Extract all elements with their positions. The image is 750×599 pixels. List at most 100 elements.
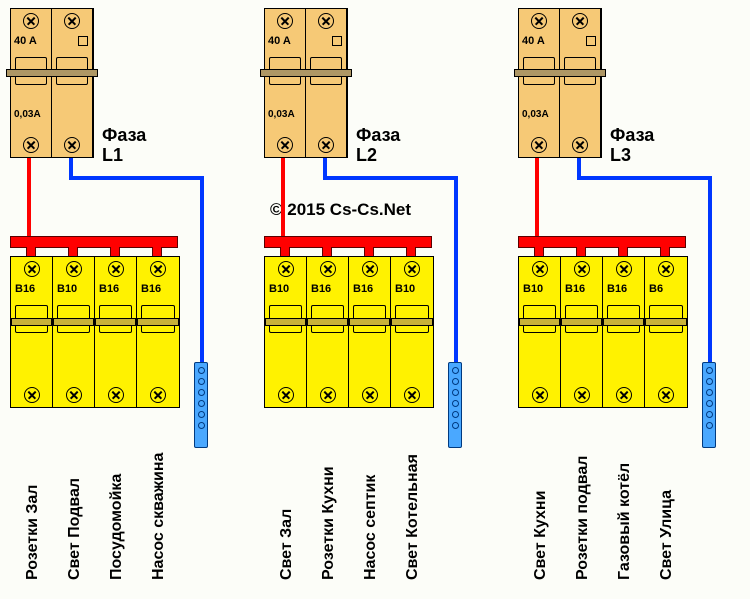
rcd-device: 40 A 0,03A	[264, 8, 348, 158]
phase-group-l2: 40 A 0,03A Фаза L2	[264, 8, 498, 588]
terminal-icon	[616, 387, 632, 403]
terminal-icon	[572, 137, 588, 153]
terminal-icon	[320, 387, 336, 403]
breaker-switch	[649, 305, 683, 333]
terminal-icon	[277, 137, 293, 153]
breaker-switch	[353, 305, 386, 333]
circuit-label: Розетки Кухни	[320, 420, 338, 580]
terminal-icon	[277, 13, 293, 29]
circuit-breaker: B16	[603, 257, 645, 407]
terminal-icon	[150, 387, 166, 403]
rcd-device: 40 A 0,03A	[10, 8, 94, 158]
breaker-rating: B10	[57, 283, 77, 295]
neutral-wire	[454, 176, 458, 364]
circuit-breaker: B10	[391, 257, 433, 407]
breaker-rating: B16	[15, 283, 35, 295]
rcd-test-button	[78, 36, 88, 46]
terminal-icon	[404, 387, 420, 403]
terminal-icon	[572, 13, 588, 29]
breaker-switch	[565, 305, 598, 333]
circuit-breaker: B10	[519, 257, 561, 407]
breaker-rating: B6	[649, 283, 663, 295]
circuit-label: Розетки подвал	[574, 420, 592, 580]
neutral-terminal-block	[702, 362, 716, 448]
breaker-rating: B16	[607, 283, 627, 295]
terminal-icon	[108, 261, 124, 277]
terminal-icon	[278, 387, 294, 403]
terminal-icon	[658, 261, 674, 277]
breaker-rating: B10	[523, 283, 543, 295]
rcd-handle	[6, 69, 98, 77]
terminal-icon	[616, 261, 632, 277]
terminal-icon	[66, 387, 82, 403]
circuit-label: Посудомойка	[108, 420, 126, 580]
phase-group-l3: 40 A 0,03A Фаза L3	[518, 8, 750, 588]
terminal-icon	[532, 261, 548, 277]
neutral-terminal-block	[194, 362, 208, 448]
breaker-switch	[99, 305, 132, 333]
terminal-icon	[574, 387, 590, 403]
comb-busbar	[264, 236, 432, 248]
neutral-wire	[577, 176, 712, 180]
rcd-handle	[260, 69, 352, 77]
neutral-wire	[323, 158, 327, 178]
breaker-rating: B16	[99, 283, 119, 295]
terminal-icon	[64, 137, 80, 153]
circuit-label: Свет Котельная	[404, 420, 422, 580]
circuit-label: Насос скважина	[150, 420, 168, 580]
terminal-icon	[278, 261, 294, 277]
breaker-switch	[523, 305, 556, 333]
neutral-wire	[69, 176, 204, 180]
circuit-labels: Свет Кухни Розетки подвал Газовый котёл …	[518, 420, 686, 590]
live-wire	[535, 158, 539, 238]
breaker-rating: B16	[311, 283, 331, 295]
circuit-label: Свет Подвал	[66, 420, 84, 580]
live-wire	[27, 158, 31, 238]
breaker-rating: B16	[141, 283, 161, 295]
circuit-breaker: B16	[11, 257, 53, 407]
breaker-switch	[15, 305, 48, 333]
breaker-rating: B10	[269, 283, 289, 295]
circuit-breaker: B16	[349, 257, 391, 407]
circuit-breaker: B16	[561, 257, 603, 407]
terminal-icon	[108, 387, 124, 403]
phase-group-l1: 40 A 0,03A Фаза L1	[10, 8, 244, 588]
circuit-breaker: B16	[137, 257, 179, 407]
terminal-icon	[531, 137, 547, 153]
rcd-rating: 40 A	[268, 35, 291, 47]
terminal-icon	[318, 137, 334, 153]
terminal-icon	[362, 261, 378, 277]
neutral-wire	[577, 158, 581, 178]
terminal-icon	[64, 13, 80, 29]
breaker-switch	[141, 305, 175, 333]
circuit-label: Насос септик	[362, 420, 380, 580]
terminal-icon	[404, 261, 420, 277]
circuit-breaker: B16	[307, 257, 349, 407]
comb-busbar	[10, 236, 178, 248]
circuit-label: Свет Кухни	[532, 420, 550, 580]
wiring-diagram: © 2015 Cs-Cs.Net 40 A 0,03A Фаза L1	[0, 0, 750, 599]
rcd-test-button	[586, 36, 596, 46]
rcd-trip-current: 0,03A	[14, 109, 41, 120]
phase-label: Фаза L3	[610, 126, 654, 166]
circuit-label: Газовый котёл	[616, 420, 634, 580]
circuit-label: Свет Улица	[658, 420, 676, 580]
rcd-rating: 40 A	[14, 35, 37, 47]
neutral-terminal-block	[448, 362, 462, 448]
terminal-icon	[318, 13, 334, 29]
breaker-rating: B16	[353, 283, 373, 295]
terminal-icon	[23, 137, 39, 153]
breaker-row: B10 B16 B16 B6	[518, 256, 688, 408]
breaker-row: B10 B16 B16 B10	[264, 256, 434, 408]
live-wire	[281, 158, 285, 238]
neutral-wire	[323, 176, 458, 180]
circuit-breaker: B16	[95, 257, 137, 407]
circuit-labels: Розетки Зал Свет Подвал Посудомойка Насо…	[10, 420, 178, 590]
phase-label: Фаза L2	[356, 126, 400, 166]
terminal-icon	[362, 387, 378, 403]
circuit-label: Свет Зал	[278, 420, 296, 580]
neutral-wire	[200, 176, 204, 364]
terminal-icon	[66, 261, 82, 277]
rcd-trip-current: 0,03A	[522, 109, 549, 120]
neutral-wire	[69, 158, 73, 178]
